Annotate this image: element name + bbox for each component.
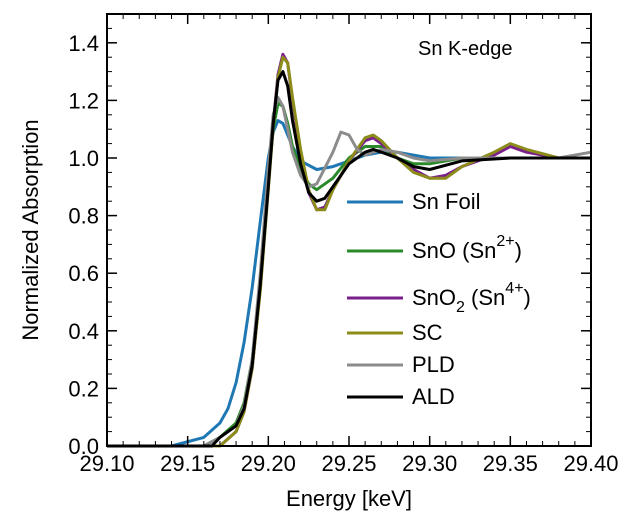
x-tick-label: 29.35	[483, 451, 538, 476]
x-tick-label: 29.15	[160, 451, 215, 476]
x-tick-label: 29.25	[321, 451, 376, 476]
y-tick-label: 1.0	[68, 146, 99, 171]
x-tick-label: 29.30	[402, 451, 457, 476]
series-line-sno-sn2	[107, 101, 591, 448]
legend-label: Sn Foil	[412, 189, 480, 214]
y-tick-label: 0.2	[68, 376, 99, 401]
x-tick-label: 29.40	[563, 451, 618, 476]
x-axis-title: Energy [keV]	[286, 486, 412, 511]
y-axis-title: Normalized Absorption	[18, 119, 43, 340]
y-tick-label: 0.8	[68, 204, 99, 229]
legend-label: ALD	[412, 384, 455, 409]
y-tick-label: 0.0	[68, 434, 99, 459]
series-line-ald	[107, 70, 591, 448]
y-tick-label: 0.4	[68, 319, 99, 344]
legend: Sn Foil SnO (Sn2+) SnO2 (Sn4+) SC PLD ALD	[347, 189, 531, 409]
y-tick-label: 1.2	[68, 88, 99, 113]
series-layer	[107, 52, 592, 448]
x-tick-label: 29.10	[79, 451, 134, 476]
y-tick-label: 0.6	[68, 261, 99, 286]
sn-k-edge-annotation: Sn K-edge	[418, 38, 513, 60]
y-tick-label: 1.4	[68, 31, 99, 56]
plot-frame	[106, 13, 592, 447]
legend-label: SnO2 (Sn4+)	[412, 280, 531, 316]
legend-label: SnO (Sn2+)	[412, 233, 522, 263]
ticks-layer: 29.10 29.15 29.20 29.25 29.30 29.35 29.40 0.0 0.…	[68, 13, 619, 476]
legend-label: PLD	[412, 352, 455, 377]
x-tick-label: 29.20	[241, 451, 296, 476]
legend-label: SC	[412, 320, 443, 345]
